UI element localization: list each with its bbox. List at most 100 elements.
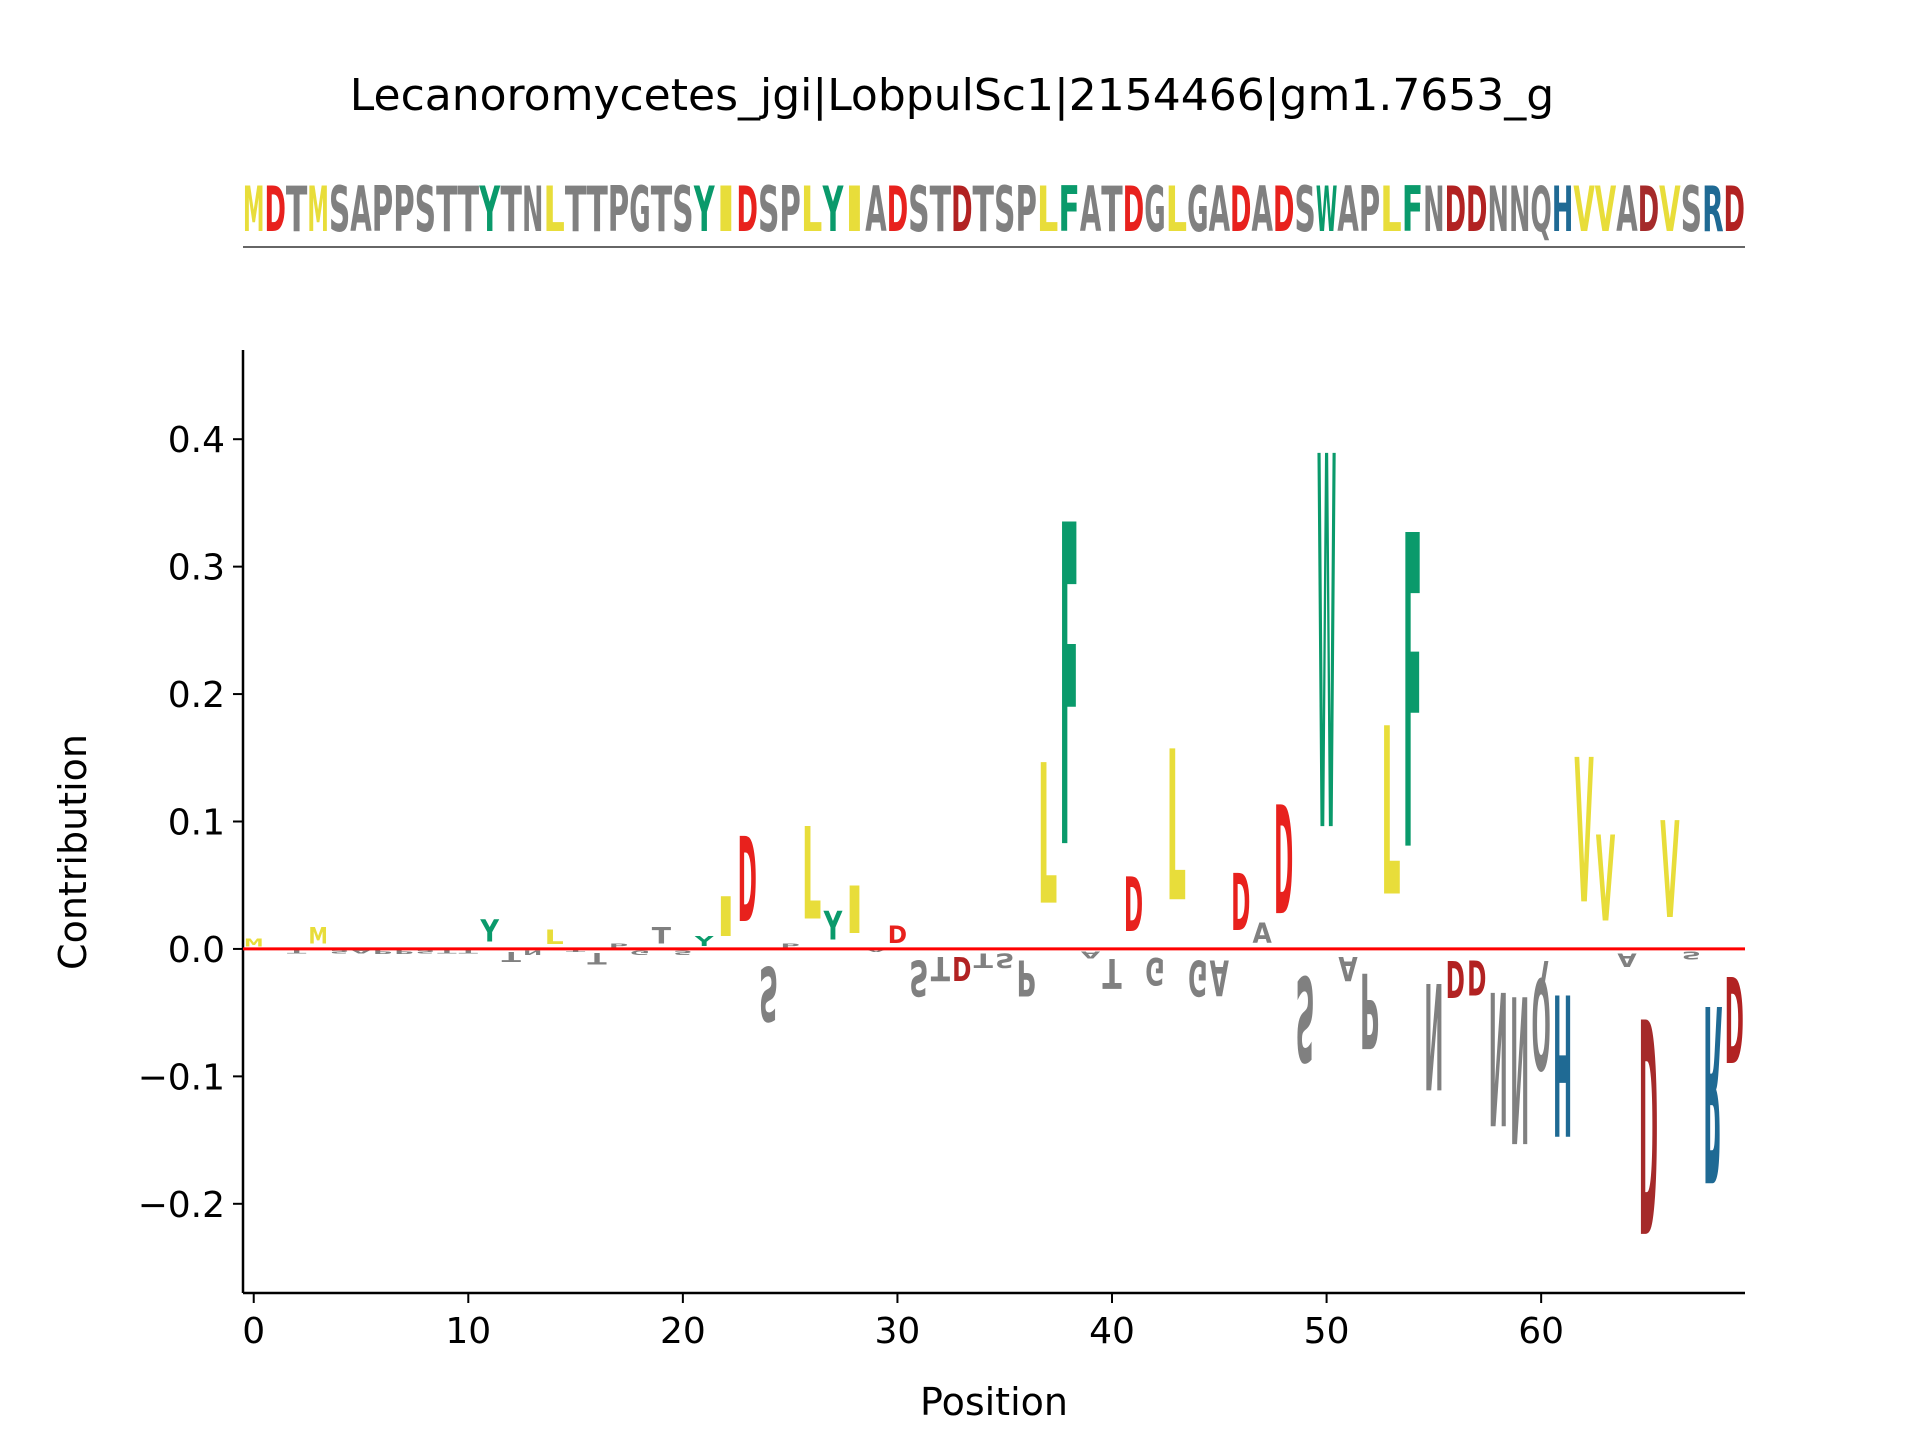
logo-letter: P (781, 943, 800, 949)
sequence-letter: T (973, 173, 995, 246)
sequence-letter: A (1616, 174, 1638, 246)
sequence-letter: Q (1530, 175, 1551, 247)
sequence-letter: Y (693, 174, 715, 246)
logo-letter: S (1295, 949, 1314, 1084)
logo-letter: A (866, 949, 886, 953)
logo-letter: G (1188, 948, 1207, 1005)
logo-letter: T (437, 949, 457, 954)
logo-letter: P (1017, 948, 1036, 1005)
axes: 0.4 0.3 0.2 0.1 0.0 −0.1 −0.2 0 10 20 30 40 50 60 (138, 350, 1745, 1352)
sequence-letter: P (393, 175, 414, 247)
sequence-letter: N (1488, 175, 1509, 247)
logo-letter: P (373, 949, 392, 955)
logo-letter: P (609, 943, 628, 949)
x-tick-label: 20 (660, 1311, 706, 1352)
x-tick-label: 0 (242, 1311, 265, 1352)
sequence-letter: T (436, 173, 458, 246)
sequence-letter: A (1209, 174, 1231, 246)
sequence-letter: N (1509, 175, 1530, 247)
logo-letter: S (330, 949, 349, 954)
sequence-letter: V (1573, 174, 1595, 246)
sequence-letter: F (1402, 173, 1423, 246)
logo-letter: L (544, 927, 563, 950)
logo-letter: A (1617, 948, 1636, 969)
sequence-letter: M (243, 175, 264, 247)
sequence-letter: T (1101, 173, 1123, 246)
y-tick-label: −0.1 (138, 1057, 225, 1098)
sequence-letter: D (1445, 175, 1466, 247)
sequence-letter: A (865, 174, 887, 246)
logo-letter: Y (823, 903, 843, 949)
sequence-letter: T (930, 173, 952, 246)
sequence-letter: S (994, 174, 1015, 247)
chart-title: Lecanoromycetes_jgi|LobpulSc1|2154466|gm… (350, 70, 1554, 121)
logo-letter: T (652, 924, 672, 949)
logo-letter: D (1274, 776, 1293, 949)
logo-letter: V (1660, 793, 1679, 949)
logo-letter: A (1253, 918, 1273, 949)
logo-letter: I (716, 886, 735, 949)
y-tick-label: 0.0 (168, 930, 225, 971)
logo-letter: L (1167, 708, 1186, 949)
logo-letter: D (1639, 949, 1658, 1292)
logo-letter: L (802, 802, 821, 949)
logo-letter: H (1553, 949, 1572, 1175)
sequence-letter: A (350, 174, 372, 246)
sequence-letter: T (458, 173, 480, 246)
logo-letter: T (502, 949, 521, 964)
sequence-letter: D (951, 175, 972, 247)
sequence-letter: L (1380, 173, 1401, 246)
sequence-letter: A (1251, 174, 1273, 246)
sequence-letter: P (372, 175, 393, 247)
sequence-letter: T (500, 173, 522, 246)
y-tick-label: 0.4 (168, 420, 225, 461)
logo-letter: M (308, 924, 327, 949)
sequence-letter: N (522, 175, 543, 247)
sequence-letter: Y (822, 174, 844, 246)
sequence-letter: R (1702, 174, 1723, 246)
sequence-letter: P (608, 175, 629, 247)
sequence-letter: G (1187, 175, 1208, 247)
x-tick-label: 30 (875, 1311, 921, 1352)
logo-letter: T (287, 949, 307, 954)
x-tick-label: 50 (1304, 1311, 1350, 1352)
sequence-letter: V (1595, 174, 1617, 246)
y-tick-label: 0.2 (168, 675, 225, 716)
logo-letter: N (1424, 949, 1443, 1119)
logo-letter: Q (1532, 948, 1551, 1094)
logo-letter: T (931, 948, 950, 985)
sequence-letter: M (307, 175, 328, 247)
sequence-letter: A (1337, 174, 1359, 246)
sequence-letter: G (1144, 175, 1165, 247)
logo-letter: S (673, 949, 692, 957)
logo-letter: F (1403, 446, 1422, 947)
sequence-letter: S (1294, 174, 1315, 247)
logo-letter: S (909, 948, 928, 1005)
sequence-letter: F (1058, 173, 1079, 246)
logo-letter: F (1059, 434, 1078, 948)
logo-letter: A (351, 949, 371, 954)
sequence-letter: D (1123, 175, 1144, 247)
x-tick-label: 10 (445, 1311, 491, 1352)
sequence-letter: V (1659, 174, 1681, 246)
logo-letter: S (1682, 949, 1701, 962)
sequence-letter: I (715, 174, 736, 247)
sequence-letter: W (1316, 173, 1337, 246)
y-tick-label: 0.1 (168, 803, 225, 844)
sequence-letter: T (651, 173, 673, 246)
sequence-letter: L (543, 173, 564, 246)
logo-letter: A (1338, 949, 1358, 987)
sequence-letter: G (629, 175, 650, 247)
logo-letter: I (845, 872, 864, 948)
logo-letter: V (1596, 813, 1615, 950)
sequence-letter: S (908, 174, 929, 247)
logo-letter: D (1467, 949, 1486, 1005)
x-axis-label: Position (920, 1380, 1068, 1424)
y-tick-label: 0.3 (168, 548, 225, 589)
sequence-letter: S (329, 174, 350, 247)
sequence-letter: L (1037, 173, 1058, 246)
